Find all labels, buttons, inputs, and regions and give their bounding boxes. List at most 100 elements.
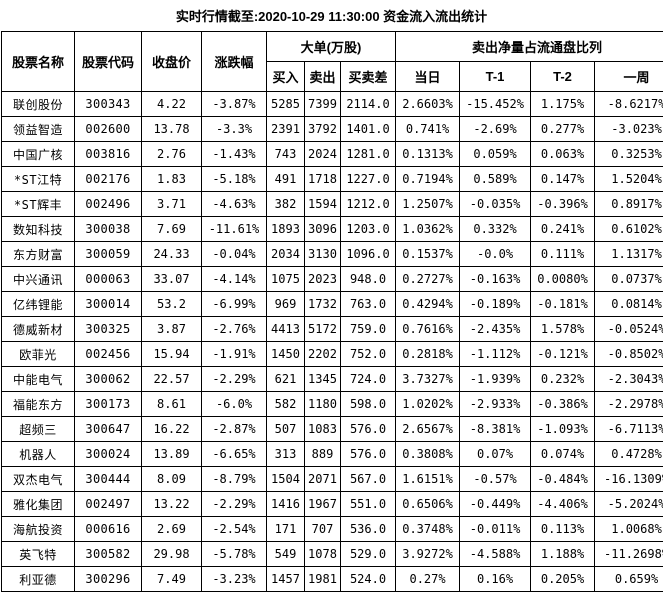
cell-stock-code[interactable]: 002176 <box>75 167 142 192</box>
col-header-t2[interactable]: T-2 <box>531 62 595 92</box>
cell-stock-code[interactable]: 002456 <box>75 342 142 367</box>
col-header-today[interactable]: 当日 <box>396 62 460 92</box>
cell-buy: 549 <box>267 542 305 567</box>
cell-stock-name[interactable]: 超频三 <box>2 417 75 442</box>
col-header-t1[interactable]: T-1 <box>460 62 531 92</box>
cell-stock-name[interactable]: 雅化集团 <box>2 492 75 517</box>
cell-sell: 3130 <box>305 242 341 267</box>
cell-stock-code[interactable]: 000063 <box>75 267 142 292</box>
cell-stock-name[interactable]: 机器人 <box>2 442 75 467</box>
cell-stock-name[interactable]: 中国广核 <box>2 142 75 167</box>
cell-buy: 1457 <box>267 567 305 592</box>
col-header-code[interactable]: 股票代码 <box>75 32 142 92</box>
cell-sell: 7399 <box>305 92 341 117</box>
cell-stock-name[interactable]: 亿纬锂能 <box>2 292 75 317</box>
cell-stock-name[interactable]: 福能东方 <box>2 392 75 417</box>
cell-stock-code[interactable]: 300343 <box>75 92 142 117</box>
cell-stock-code[interactable]: 300325 <box>75 317 142 342</box>
cell-stock-code[interactable]: 300296 <box>75 567 142 592</box>
col-header-change[interactable]: 涨跌幅 <box>202 32 267 92</box>
cell-diff: 536.0 <box>341 517 396 542</box>
cell-stock-code[interactable]: 300059 <box>75 242 142 267</box>
cell-stock-name[interactable]: 联创股份 <box>2 92 75 117</box>
cell-stock-name[interactable]: 英飞特 <box>2 542 75 567</box>
cell-week: 1.1317% <box>595 242 663 267</box>
cell-stock-code[interactable]: 300038 <box>75 217 142 242</box>
cell-close: 7.69 <box>142 217 202 242</box>
cell-week: -2.2978% <box>595 392 663 417</box>
cell-stock-code[interactable]: 002496 <box>75 192 142 217</box>
cell-chg: -3.87% <box>202 92 267 117</box>
cell-day: 0.2818% <box>396 342 460 367</box>
cell-buy: 1075 <box>267 267 305 292</box>
cell-stock-code[interactable]: 300014 <box>75 292 142 317</box>
cell-stock-code[interactable]: 300062 <box>75 367 142 392</box>
col-header-buy[interactable]: 买入 <box>267 62 305 92</box>
cell-t2: 0.241% <box>531 217 595 242</box>
cell-stock-code[interactable]: 003816 <box>75 142 142 167</box>
cell-week: -11.2698% <box>595 542 663 567</box>
cell-stock-code[interactable]: 300647 <box>75 417 142 442</box>
cell-t1: 0.16% <box>460 567 531 592</box>
cell-stock-code[interactable]: 000616 <box>75 517 142 542</box>
cell-diff: 524.0 <box>341 567 396 592</box>
cell-stock-code[interactable]: 002497 <box>75 492 142 517</box>
cell-stock-name[interactable]: *ST辉丰 <box>2 192 75 217</box>
col-header-week[interactable]: 一周 <box>595 62 663 92</box>
cell-stock-name[interactable]: 欧菲光 <box>2 342 75 367</box>
cell-stock-code[interactable]: 300024 <box>75 442 142 467</box>
cell-day: 2.6603% <box>396 92 460 117</box>
cell-stock-name[interactable]: 中能电气 <box>2 367 75 392</box>
cell-diff: 598.0 <box>341 392 396 417</box>
cell-chg: -6.0% <box>202 392 267 417</box>
cell-stock-name[interactable]: 东方财富 <box>2 242 75 267</box>
cell-stock-name[interactable]: 双杰电气 <box>2 467 75 492</box>
col-header-close[interactable]: 收盘价 <box>142 32 202 92</box>
col-header-sell[interactable]: 卖出 <box>305 62 341 92</box>
cell-stock-code[interactable]: 002600 <box>75 117 142 142</box>
cell-buy: 1504 <box>267 467 305 492</box>
cell-stock-name[interactable]: 德威新材 <box>2 317 75 342</box>
cell-stock-code[interactable]: 300444 <box>75 467 142 492</box>
cell-week: -0.0524% <box>595 317 663 342</box>
cell-stock-name[interactable]: 领益智造 <box>2 117 75 142</box>
cell-stock-name[interactable]: 中兴通讯 <box>2 267 75 292</box>
cell-stock-name[interactable]: *ST江特 <box>2 167 75 192</box>
cell-week: 0.0737% <box>595 267 663 292</box>
cell-sell: 707 <box>305 517 341 542</box>
cell-close: 8.09 <box>142 467 202 492</box>
cell-stock-code[interactable]: 300173 <box>75 392 142 417</box>
cell-t1: -1.939% <box>460 367 531 392</box>
col-header-diff[interactable]: 买卖差 <box>341 62 396 92</box>
cell-stock-name[interactable]: 利亚德 <box>2 567 75 592</box>
cell-stock-code[interactable]: 300582 <box>75 542 142 567</box>
cell-t2: -0.396% <box>531 192 595 217</box>
cell-sell: 889 <box>305 442 341 467</box>
col-header-name[interactable]: 股票名称 <box>2 32 75 92</box>
cell-stock-name[interactable]: 海航投资 <box>2 517 75 542</box>
cell-day: 0.1537% <box>396 242 460 267</box>
cell-t1: -2.69% <box>460 117 531 142</box>
cell-chg: -2.87% <box>202 417 267 442</box>
cell-stock-name[interactable]: 数知科技 <box>2 217 75 242</box>
